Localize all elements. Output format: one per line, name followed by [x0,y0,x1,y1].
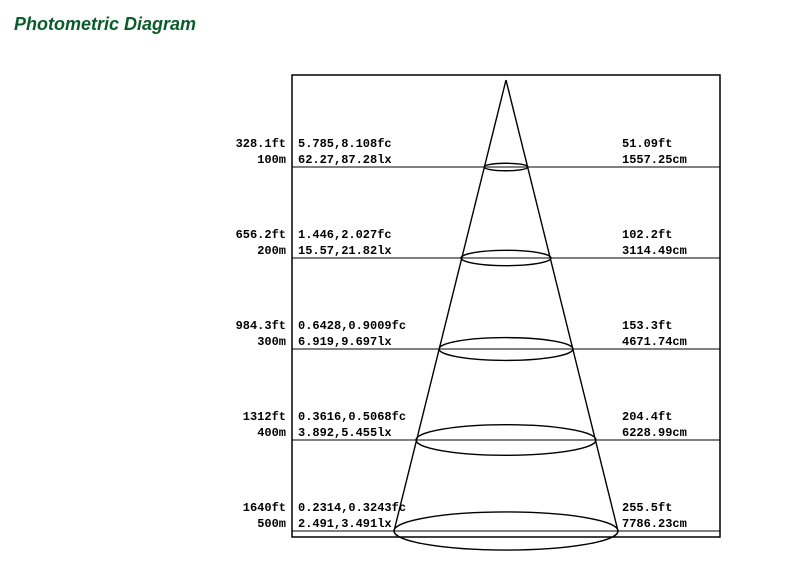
diameter-ft-3: 204.4ft [622,411,672,423]
diameter-cm-0: 1557.25cm [622,154,687,166]
diameter-cm-4: 7786.23cm [622,518,687,530]
diameter-cm-3: 6228.99cm [622,427,687,439]
illuminance-fc-1: 1.446,2.027fc [298,229,392,241]
distance-ft-2: 984.3ft [236,320,286,332]
distance-m-4: 500m [257,518,286,530]
diameter-ft-1: 102.2ft [622,229,672,241]
distance-m-3: 400m [257,427,286,439]
illuminance-lx-3: 3.892,5.455lx [298,427,392,439]
diameter-cm-2: 4671.74cm [622,336,687,348]
illuminance-lx-2: 6.919,9.697lx [298,336,392,348]
page-root: Photometric Diagram 328.1ft100m5.785,8.1… [0,0,800,568]
illuminance-fc-4: 0.2314,0.3243fc [298,502,406,514]
diameter-ft-4: 255.5ft [622,502,672,514]
distance-ft-0: 328.1ft [236,138,286,150]
diameter-ft-2: 153.3ft [622,320,672,332]
illuminance-lx-1: 15.57,21.82lx [298,245,392,257]
illuminance-fc-0: 5.785,8.108fc [298,138,392,150]
illuminance-lx-0: 62.27,87.28lx [298,154,392,166]
illuminance-lx-4: 2.491,3.491lx [298,518,392,530]
distance-ft-4: 1640ft [243,502,286,514]
illuminance-fc-3: 0.3616,0.5068fc [298,411,406,423]
diameter-ft-0: 51.09ft [622,138,672,150]
distance-m-0: 100m [257,154,286,166]
distance-m-1: 200m [257,245,286,257]
cone-svg [0,0,800,568]
illuminance-fc-2: 0.6428,0.9009fc [298,320,406,332]
distance-ft-3: 1312ft [243,411,286,423]
diameter-cm-1: 3114.49cm [622,245,687,257]
distance-m-2: 300m [257,336,286,348]
distance-ft-1: 656.2ft [236,229,286,241]
